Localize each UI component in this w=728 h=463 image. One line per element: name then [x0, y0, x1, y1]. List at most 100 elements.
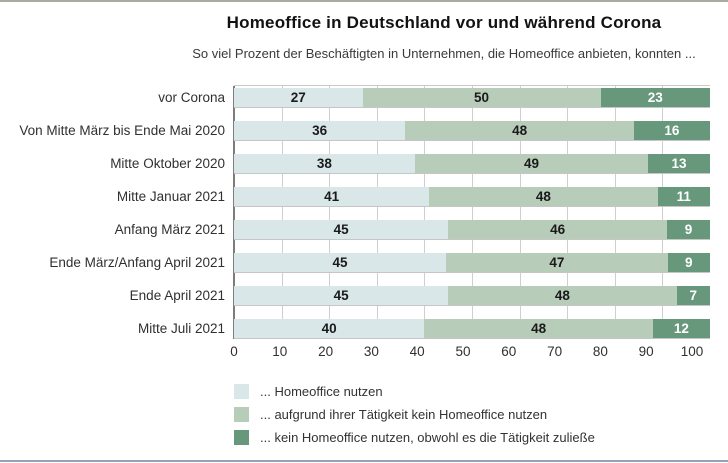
- bar-segment-kein-homeoffice-trotz-taetigkeit: 13: [648, 154, 710, 173]
- bar-row: Mitte Juli 2021 40 48 12: [0, 316, 710, 339]
- segment-value: 49: [523, 156, 539, 171]
- category-label: vor Corona: [158, 90, 225, 105]
- bar-segment-homeoffice-nutzen: 27: [234, 88, 363, 107]
- bar-row: Ende März/Anfang April 2021 45 47 9: [0, 250, 710, 283]
- bar-row: Mitte Oktober 2020 38 49 13: [0, 151, 710, 184]
- segment-value: 48: [554, 288, 570, 303]
- x-tick-label: 70: [547, 344, 563, 359]
- bar-row: Von Mitte März bis Ende Mai 2020 36 48 16: [0, 118, 710, 151]
- segment-value: 45: [333, 288, 349, 303]
- segment-value: 47: [549, 255, 565, 270]
- legend-item: ... aufgrund ihrer Tätigkeit kein Homeof…: [234, 407, 728, 422]
- bar-segment-taetigkeit-kein-homeoffice: 48: [429, 187, 658, 206]
- x-tick-label: 50: [455, 344, 471, 359]
- segment-value: 12: [673, 321, 689, 336]
- x-tick-label: 40: [409, 344, 425, 359]
- segment-value: 9: [684, 222, 693, 237]
- bar-row: Ende April 2021 45 48 7: [0, 283, 710, 316]
- segment-value: 27: [290, 90, 306, 105]
- legend: ... Homeoffice nutzen ... aufgrund ihrer …: [234, 384, 728, 445]
- x-tick-label: 10: [272, 344, 288, 359]
- bar-segment-kein-homeoffice-trotz-taetigkeit: 7: [676, 286, 710, 305]
- x-tick-label: 0: [230, 344, 238, 359]
- segment-value: 48: [531, 321, 547, 336]
- legend-label: ... aufgrund ihrer Tätigkeit kein Homeof…: [260, 407, 548, 422]
- bar-segment-kein-homeoffice-trotz-taetigkeit: 23: [600, 88, 710, 107]
- gridline: [281, 86, 283, 339]
- bar-row: Anfang März 2021 45 46 9: [0, 217, 710, 250]
- bar-segment-taetigkeit-kein-homeoffice: 49: [414, 154, 649, 173]
- bar-segment-taetigkeit-kein-homeoffice: 48: [424, 319, 653, 338]
- legend-label: ... kein Homeoffice nutzen, obwohl es di…: [260, 430, 595, 445]
- segment-value: 23: [647, 90, 663, 105]
- top-divider: [0, 0, 728, 2]
- x-axis: 0 10 20 30 40 50 60 70 80 90 100: [230, 344, 703, 361]
- legend-swatch-kein-homeoffice-trotz-taetigkeit: [234, 430, 249, 445]
- bar-segment-homeoffice-nutzen: 45: [234, 220, 449, 239]
- category-label: Von Mitte März bis Ende Mai 2020: [19, 123, 225, 138]
- segment-value: 45: [332, 255, 348, 270]
- bar-segment-homeoffice-nutzen: 45: [234, 253, 447, 272]
- segment-value: 48: [535, 189, 551, 204]
- bar-track: 45 46 9: [234, 220, 710, 239]
- gridline: [567, 86, 569, 339]
- x-tick-label: 80: [592, 344, 608, 359]
- bar-segment-homeoffice-nutzen: 38: [234, 154, 415, 173]
- legend-label: ... Homeoffice nutzen: [260, 384, 383, 399]
- gridline: [424, 86, 426, 339]
- bar-track: 38 49 13: [234, 154, 710, 173]
- segment-value: 36: [312, 123, 328, 138]
- legend-item: ... kein Homeoffice nutzen, obwohl es di…: [234, 430, 728, 445]
- bar-segment-homeoffice-nutzen: 40: [234, 319, 425, 338]
- gridline: [472, 86, 473, 339]
- bar-segment-homeoffice-nutzen: 36: [234, 121, 406, 140]
- legend-swatch-homeoffice-nutzen: [234, 384, 249, 399]
- bar-segment-taetigkeit-kein-homeoffice: 50: [362, 88, 601, 107]
- bar-track: 40 48 12: [234, 319, 710, 338]
- bar-track: 41 48 11: [234, 187, 710, 206]
- gridline: [662, 86, 664, 339]
- bar-segment-taetigkeit-kein-homeoffice: 48: [448, 286, 677, 305]
- segment-value: 45: [333, 222, 349, 237]
- bar-segment-kein-homeoffice-trotz-taetigkeit: 9: [667, 253, 710, 272]
- segment-value: 48: [512, 123, 528, 138]
- chart-title: Homeoffice in Deutschland vor und währen…: [226, 13, 662, 32]
- category-label: Mitte Oktober 2020: [110, 156, 225, 171]
- bar-segment-taetigkeit-kein-homeoffice: 48: [405, 121, 634, 140]
- segment-value: 16: [664, 123, 680, 138]
- segment-value: 11: [676, 189, 691, 204]
- legend-item: ... Homeoffice nutzen: [234, 384, 728, 399]
- bar-segment-kein-homeoffice-trotz-taetigkeit: 9: [667, 220, 710, 239]
- x-tick-label: 30: [363, 344, 379, 359]
- bar-segment-kein-homeoffice-trotz-taetigkeit: 12: [652, 319, 710, 338]
- segment-value: 9: [685, 255, 693, 270]
- category-label: Anfang März 2021: [114, 222, 225, 237]
- gridline: [519, 86, 521, 339]
- category-label: Mitte Januar 2021: [116, 189, 225, 204]
- segment-value: 40: [321, 321, 337, 336]
- segment-value: 38: [316, 156, 332, 171]
- gridline: [614, 86, 616, 339]
- segment-value: 46: [550, 222, 566, 237]
- segment-value: 41: [324, 189, 340, 204]
- category-label: Ende März/Anfang April 2021: [49, 255, 225, 270]
- bar-segment-kein-homeoffice-trotz-taetigkeit: 11: [657, 187, 710, 206]
- y-axis-line: [233, 86, 235, 339]
- bar-track: 36 48 16: [234, 121, 710, 140]
- category-label: Mitte Juli 2021: [137, 321, 225, 336]
- bar-segment-homeoffice-nutzen: 45: [234, 286, 449, 305]
- segment-value: 50: [474, 90, 490, 105]
- bar-segment-homeoffice-nutzen: 41: [234, 187, 430, 206]
- bar-track: 45 47 9: [234, 253, 710, 272]
- x-tick-label: 90: [638, 344, 654, 359]
- x-tick-label: 100: [680, 344, 704, 359]
- bar-row: vor Corona 27 50 23: [0, 85, 710, 118]
- bar-segment-taetigkeit-kein-homeoffice: 47: [446, 253, 668, 272]
- segment-value: 7: [689, 288, 698, 303]
- segment-value: 13: [671, 156, 687, 171]
- x-tick-label: 20: [318, 344, 334, 359]
- bar-segment-kein-homeoffice-trotz-taetigkeit: 16: [633, 121, 710, 140]
- chart-header: Homeoffice in Deutschland vor und währen…: [0, 2, 728, 62]
- x-tick-label: 60: [501, 344, 517, 359]
- bar-row: Mitte Januar 2021 41 48 11: [0, 184, 710, 217]
